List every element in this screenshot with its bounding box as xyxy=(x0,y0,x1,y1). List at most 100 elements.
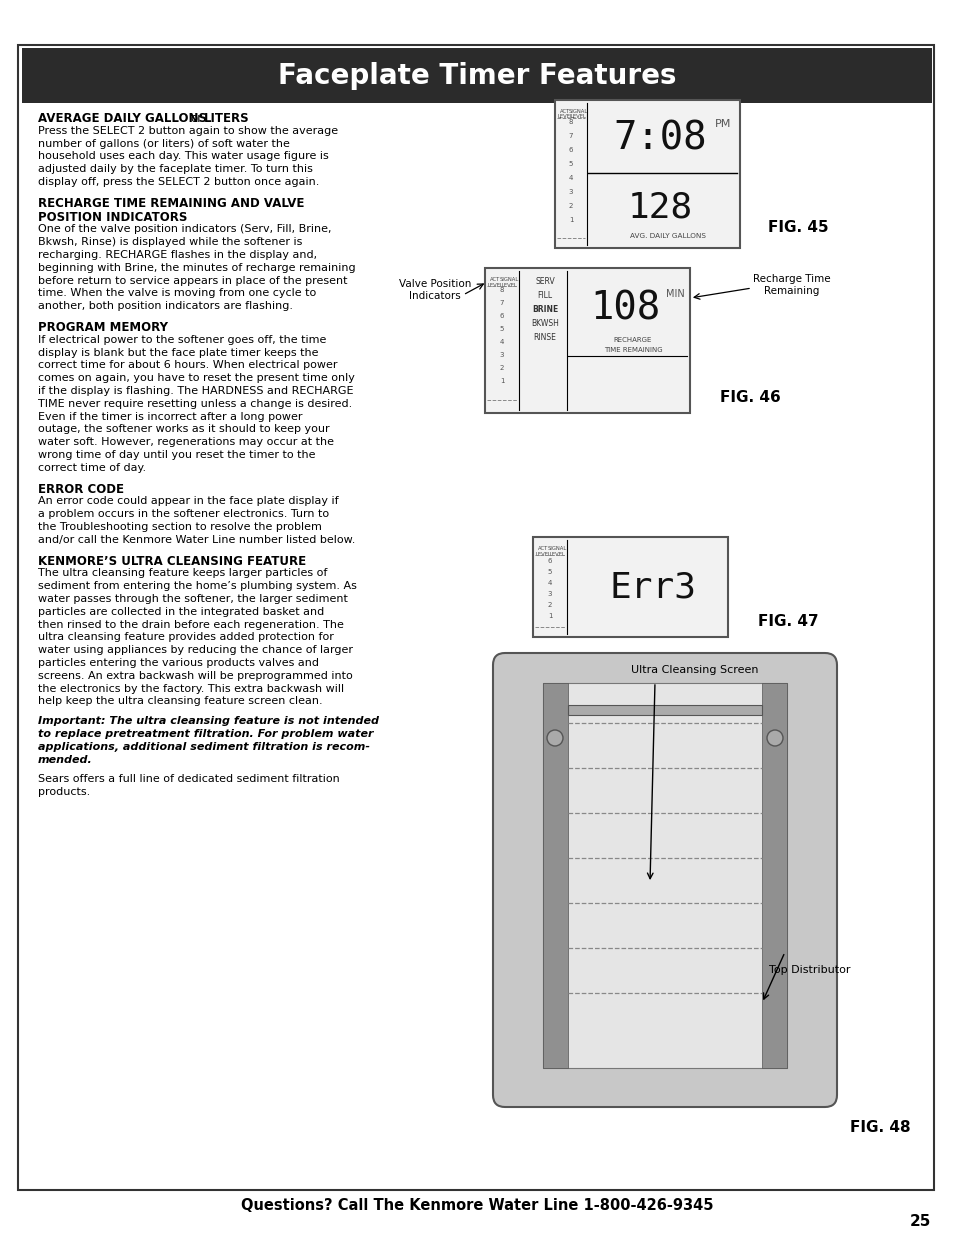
Text: help keep the ultra cleansing feature screen clean.: help keep the ultra cleansing feature sc… xyxy=(38,697,322,706)
Text: Questions? Call The Kenmore Water Line 1-800-426-9345: Questions? Call The Kenmore Water Line 1… xyxy=(240,1198,713,1213)
Text: 1: 1 xyxy=(568,217,573,224)
Text: 5: 5 xyxy=(568,161,573,167)
Text: LITERS: LITERS xyxy=(204,112,250,125)
Text: correct time for about 6 hours. When electrical power: correct time for about 6 hours. When ele… xyxy=(38,361,337,370)
Text: water using appliances by reducing the chance of larger: water using appliances by reducing the c… xyxy=(38,645,353,656)
Text: TIME REMAINING: TIME REMAINING xyxy=(603,347,661,353)
Text: MIN: MIN xyxy=(665,289,683,299)
Text: mended.: mended. xyxy=(38,755,92,764)
Bar xyxy=(542,683,567,1068)
Text: Faceplate Timer Features: Faceplate Timer Features xyxy=(277,62,676,89)
Text: Sears offers a full line of dedicated sediment filtration: Sears offers a full line of dedicated se… xyxy=(38,774,339,784)
Text: 8: 8 xyxy=(568,119,573,125)
Text: FIG. 48: FIG. 48 xyxy=(849,1120,909,1135)
Bar xyxy=(22,48,931,103)
Text: ACT
LEVEL: ACT LEVEL xyxy=(535,546,551,557)
Text: 4: 4 xyxy=(499,338,503,345)
Text: correct time of day.: correct time of day. xyxy=(38,463,146,473)
Text: BRINE: BRINE xyxy=(532,305,558,315)
Text: FIG. 47: FIG. 47 xyxy=(757,615,818,630)
Text: FIG. 46: FIG. 46 xyxy=(719,390,780,405)
Text: Ultra Cleansing Screen: Ultra Cleansing Screen xyxy=(631,664,758,676)
Text: 25: 25 xyxy=(908,1214,930,1230)
Text: An error code could appear in the face plate display if: An error code could appear in the face p… xyxy=(38,496,338,506)
Text: 5: 5 xyxy=(547,569,552,576)
Text: FILL: FILL xyxy=(537,291,552,300)
Text: particles entering the various products valves and: particles entering the various products … xyxy=(38,658,318,668)
Text: then rinsed to the drain before each regeneration. The: then rinsed to the drain before each reg… xyxy=(38,620,343,630)
Text: ACT
LEVEL: ACT LEVEL xyxy=(487,277,502,288)
Text: 4: 4 xyxy=(568,175,573,182)
Text: applications, additional sediment filtration is recom-: applications, additional sediment filtra… xyxy=(38,742,370,752)
Text: POSITION INDICATORS: POSITION INDICATORS xyxy=(38,211,187,224)
Text: RECHARGE: RECHARGE xyxy=(613,337,652,343)
Bar xyxy=(533,537,727,637)
Text: SERV: SERV xyxy=(535,278,555,287)
Text: the Troubleshooting section to resolve the problem: the Troubleshooting section to resolve t… xyxy=(38,522,321,532)
Text: KENMORE’S ULTRA CLEANSING FEATURE: KENMORE’S ULTRA CLEANSING FEATURE xyxy=(38,555,306,568)
Text: 5: 5 xyxy=(499,326,503,332)
Text: 6: 6 xyxy=(499,312,504,319)
Text: Valve Position
Indicators: Valve Position Indicators xyxy=(398,279,471,301)
Text: a problem occurs in the softener electronics. Turn to: a problem occurs in the softener electro… xyxy=(38,509,329,519)
Text: ERROR CODE: ERROR CODE xyxy=(38,483,124,495)
Text: adjusted daily by the faceplate timer. To turn this: adjusted daily by the faceplate timer. T… xyxy=(38,164,313,174)
Text: 1: 1 xyxy=(547,613,552,619)
Text: or: or xyxy=(190,112,202,125)
Text: 6: 6 xyxy=(568,147,573,153)
Text: SIGNAL
LEVEL: SIGNAL LEVEL xyxy=(547,546,566,557)
Text: Press the SELECT 2 button again to show the average: Press the SELECT 2 button again to show … xyxy=(38,126,337,136)
Text: before return to service appears in place of the present: before return to service appears in plac… xyxy=(38,275,347,285)
Text: 8: 8 xyxy=(499,287,504,293)
Text: 1: 1 xyxy=(499,378,504,384)
Text: 128: 128 xyxy=(627,191,692,225)
Text: 3: 3 xyxy=(568,189,573,195)
Text: One of the valve position indicators (Serv, Fill, Brine,: One of the valve position indicators (Se… xyxy=(38,225,331,235)
Text: TIME never require resetting unless a change is desired.: TIME never require resetting unless a ch… xyxy=(38,399,352,409)
Text: to replace pretreatment filtration. For problem water: to replace pretreatment filtration. For … xyxy=(38,729,374,739)
Text: 7: 7 xyxy=(568,133,573,140)
Text: Err3: Err3 xyxy=(609,571,696,604)
Text: Important: The ultra cleansing feature is not intended: Important: The ultra cleansing feature i… xyxy=(38,716,378,726)
Text: 6: 6 xyxy=(547,558,552,564)
Text: 7: 7 xyxy=(499,300,504,306)
Text: RINSE: RINSE xyxy=(533,333,556,342)
Text: if the display is flashing. The HARDNESS and RECHARGE: if the display is flashing. The HARDNESS… xyxy=(38,387,354,396)
Text: Even if the timer is incorrect after a long power: Even if the timer is incorrect after a l… xyxy=(38,411,302,421)
Text: SIGNAL
LEVEL: SIGNAL LEVEL xyxy=(498,277,518,288)
Text: 2: 2 xyxy=(547,601,552,608)
Text: SIGNAL
LEVEL: SIGNAL LEVEL xyxy=(568,109,587,120)
Text: 2: 2 xyxy=(568,203,573,209)
Text: 108: 108 xyxy=(589,289,659,327)
Text: particles are collected in the integrated basket and: particles are collected in the integrate… xyxy=(38,606,324,616)
Bar xyxy=(555,100,740,248)
Text: 3: 3 xyxy=(499,352,504,358)
Text: beginning with Brine, the minutes of recharge remaining: beginning with Brine, the minutes of rec… xyxy=(38,263,355,273)
Bar xyxy=(542,683,786,1068)
Text: time. When the valve is moving from one cycle to: time. When the valve is moving from one … xyxy=(38,289,315,299)
Text: display off, press the SELECT 2 button once again.: display off, press the SELECT 2 button o… xyxy=(38,177,319,186)
Text: The ultra cleansing feature keeps larger particles of: The ultra cleansing feature keeps larger… xyxy=(38,568,327,578)
Text: ultra cleansing feature provides added protection for: ultra cleansing feature provides added p… xyxy=(38,632,334,642)
Text: PM: PM xyxy=(714,119,730,128)
Text: 2: 2 xyxy=(499,366,503,370)
Text: Recharge Time
Remaining: Recharge Time Remaining xyxy=(753,274,830,296)
Bar xyxy=(761,683,786,1068)
Text: recharging. RECHARGE flashes in the display and,: recharging. RECHARGE flashes in the disp… xyxy=(38,249,316,261)
Bar xyxy=(567,705,761,715)
Text: 4: 4 xyxy=(547,580,552,585)
Text: water passes through the softener, the larger sediment: water passes through the softener, the l… xyxy=(38,594,348,604)
Text: products.: products. xyxy=(38,787,91,798)
Text: and/or call the Kenmore Water Line number listed below.: and/or call the Kenmore Water Line numbe… xyxy=(38,535,355,545)
Text: BKWSH: BKWSH xyxy=(531,320,558,329)
FancyBboxPatch shape xyxy=(493,653,836,1107)
Text: Top Distributor: Top Distributor xyxy=(768,965,850,974)
Bar xyxy=(484,268,689,412)
Text: 3: 3 xyxy=(547,592,552,597)
Text: comes on again, you have to reset the present time only: comes on again, you have to reset the pr… xyxy=(38,373,355,383)
Text: RECHARGE TIME REMAINING AND VALVE: RECHARGE TIME REMAINING AND VALVE xyxy=(38,196,304,210)
Text: AVG. DAILY GALLONS: AVG. DAILY GALLONS xyxy=(629,233,705,240)
Text: number of gallons (or liters) of soft water the: number of gallons (or liters) of soft wa… xyxy=(38,138,290,148)
Text: ACT
LEVEL: ACT LEVEL xyxy=(557,109,573,120)
Text: AVERAGE DAILY GALLONS: AVERAGE DAILY GALLONS xyxy=(38,112,211,125)
